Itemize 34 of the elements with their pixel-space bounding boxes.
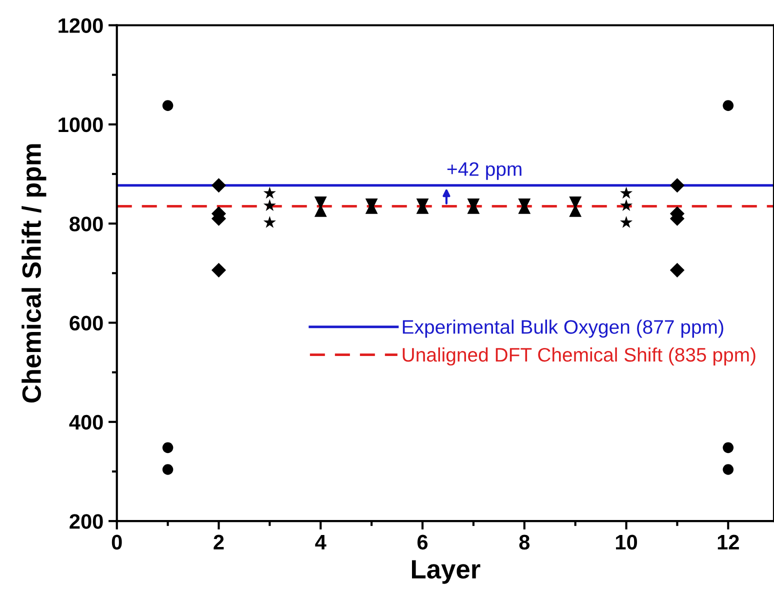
point bbox=[670, 262, 684, 278]
point bbox=[722, 464, 734, 475]
x-axis-title: Layer bbox=[412, 560, 480, 584]
point bbox=[162, 442, 174, 454]
y-tick-label: 1200 bbox=[58, 18, 103, 33]
point bbox=[620, 186, 633, 199]
y-tick-label: 600 bbox=[70, 316, 103, 330]
y-tick-label: 400 bbox=[69, 414, 103, 430]
x-tick-label: 6 bbox=[417, 534, 428, 550]
point bbox=[162, 100, 174, 111]
point bbox=[263, 216, 276, 228]
x-tick-label: 2 bbox=[214, 534, 224, 550]
x-tick-label: 0 bbox=[112, 534, 122, 550]
point bbox=[211, 262, 226, 278]
point bbox=[670, 178, 684, 193]
legend-label: Unaligned DFT Chemical Shift (835 ppm) bbox=[402, 347, 756, 366]
point bbox=[263, 186, 276, 199]
point bbox=[722, 100, 734, 111]
x-tick-label: 10 bbox=[616, 534, 638, 550]
point bbox=[162, 464, 174, 475]
x-tick-label: 4 bbox=[315, 535, 326, 550]
legend-label: Experimental Bulk Oxygen (877 ppm) bbox=[402, 320, 724, 338]
point bbox=[620, 216, 633, 228]
point bbox=[211, 178, 226, 193]
point bbox=[722, 442, 734, 454]
x-tick-label: 8 bbox=[519, 534, 530, 550]
y-axis-title: Chemical Shift / ppm bbox=[22, 144, 46, 403]
point bbox=[620, 199, 633, 212]
point bbox=[263, 199, 276, 212]
y-tick-label: 1000 bbox=[58, 117, 103, 132]
annotation: +42 ppm bbox=[447, 162, 522, 180]
x-tick-label: 12 bbox=[718, 534, 739, 550]
y-tick-label: 200 bbox=[70, 514, 103, 529]
y-tick-label: 800 bbox=[70, 216, 103, 232]
